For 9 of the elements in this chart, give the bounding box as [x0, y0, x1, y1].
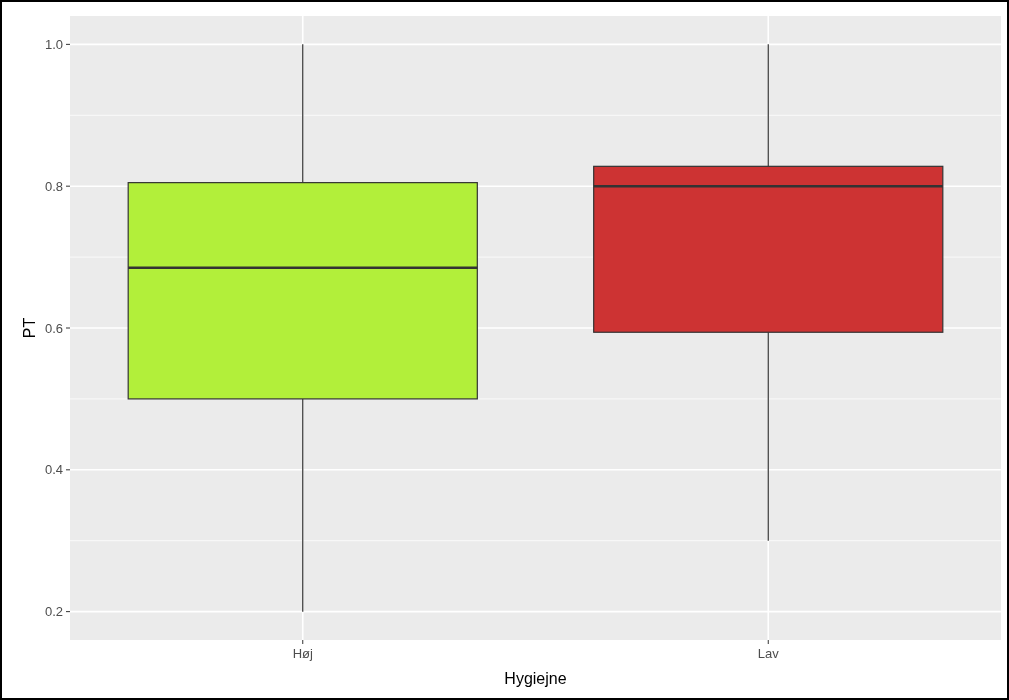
y-tick-label: 1.0	[44, 36, 63, 52]
x-tick-label: Lav	[757, 646, 780, 661]
x-axis-title: Hygiejne	[504, 670, 567, 687]
x-tick-label: Høj	[292, 646, 313, 661]
y-tick-label: 0.4	[44, 462, 63, 478]
y-axis-title: PT	[21, 317, 38, 339]
y-tick-label: 0.8	[44, 178, 63, 194]
y-tick-label: 0.6	[44, 320, 63, 336]
y-tick-label: 0.2	[44, 604, 63, 620]
